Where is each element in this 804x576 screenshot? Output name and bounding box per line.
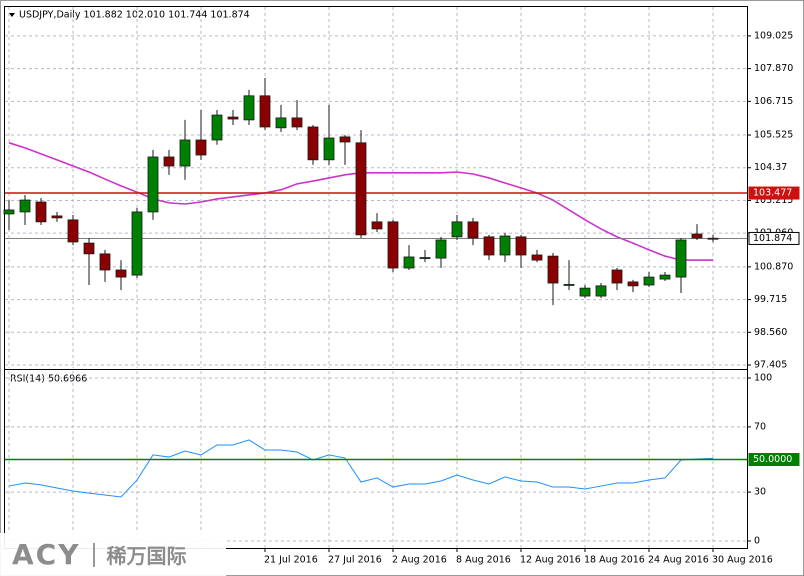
x-tick-label: 24 Aug 2016 — [648, 555, 709, 566]
candle-body — [307, 126, 319, 161]
candle-body — [131, 211, 143, 276]
candle-body — [515, 236, 527, 256]
candle-body — [35, 201, 47, 223]
x-tick-label: 30 Aug 2016 — [712, 555, 773, 566]
x-tick-label: 18 Aug 2016 — [584, 555, 645, 566]
y-tick-label: 104.37 — [754, 162, 787, 173]
candle-body — [707, 237, 719, 240]
y-tick-label: 109.025 — [754, 30, 793, 41]
candle-body — [563, 284, 575, 286]
candle-body — [291, 117, 303, 128]
candle-body — [499, 235, 511, 256]
candle-body — [259, 95, 271, 128]
candle-body — [19, 199, 31, 213]
y-tick-label: 100 — [754, 373, 772, 384]
candle-body — [83, 242, 95, 255]
candle-body — [579, 287, 591, 297]
chart-title: USDJPY,Daily 101.882 102.010 101.744 101… — [19, 10, 250, 21]
candle-body — [547, 255, 559, 284]
x-tick-label: 21 Jul 2016 — [264, 555, 318, 566]
candle-body — [691, 233, 703, 239]
candle-body — [243, 95, 255, 121]
candle-body — [435, 239, 447, 259]
y-tick-label: 70 — [754, 421, 766, 432]
separator — [92, 542, 95, 567]
candle-body — [659, 274, 671, 280]
candle-body — [451, 221, 463, 238]
y-tick-label: 107.870 — [754, 63, 793, 74]
candle-body — [595, 285, 607, 297]
brand: ACY — [12, 538, 81, 571]
x-tick-label: 12 Aug 2016 — [520, 555, 581, 566]
candle-body — [115, 269, 127, 278]
candle-body — [323, 137, 335, 161]
y-tick-label: 30 — [754, 487, 766, 498]
candle-body — [627, 281, 639, 287]
candle-body — [355, 142, 367, 236]
candle-body — [163, 156, 175, 167]
candle-body — [419, 257, 431, 259]
y-tick-label: 99.715 — [754, 294, 787, 305]
candle-body — [179, 139, 191, 167]
y-tick-label: 105.525 — [754, 130, 793, 141]
candle-body — [51, 215, 63, 219]
y-tick-label: 100.870 — [754, 261, 793, 272]
candle-body — [675, 239, 687, 278]
menu-arrow — [9, 13, 15, 17]
level-label-box — [748, 231, 800, 245]
candle-body — [3, 209, 15, 215]
brand-name: 稀万国际 — [106, 544, 187, 568]
rsi-line — [8, 439, 714, 498]
level-label: 103.477 — [753, 188, 792, 199]
candle-body — [195, 139, 207, 156]
candle-body — [339, 136, 351, 143]
y-tick-label: 97.405 — [754, 360, 787, 371]
y-tick-label: 98.560 — [754, 327, 787, 338]
y-tick-label: 0 — [754, 536, 760, 547]
x-tick-label: 8 Aug 2016 — [456, 555, 511, 566]
y-tick-label: 103.215 — [754, 195, 793, 206]
candle-body — [147, 156, 159, 213]
y-tick-label: 106.715 — [754, 96, 793, 107]
candle-body — [227, 116, 239, 120]
candle-body — [403, 256, 415, 269]
level-label-box — [748, 453, 800, 466]
x-tick-label: 2 Aug 2016 — [392, 555, 447, 566]
candle-body — [371, 221, 383, 230]
watermark: ACY 稀万国际 — [0, 533, 226, 576]
rsi-title: RSI(14) 50.6966 — [10, 374, 87, 385]
x-tick-label: 27 Jul 2016 — [328, 555, 382, 566]
candle-body — [643, 276, 655, 286]
candle-body — [467, 221, 479, 239]
candle-body — [211, 114, 223, 141]
candle-body — [67, 219, 79, 243]
level-label-box — [748, 186, 800, 200]
plot-frame — [4, 6, 748, 549]
level-label: 101.874 — [753, 233, 792, 244]
level-label: 50.0000 — [753, 454, 792, 465]
candle-body — [611, 269, 623, 284]
candle-body — [387, 221, 399, 269]
candle-body — [275, 117, 287, 129]
candle-body — [99, 253, 111, 271]
candle-body — [483, 236, 495, 256]
candle-body — [531, 254, 543, 261]
